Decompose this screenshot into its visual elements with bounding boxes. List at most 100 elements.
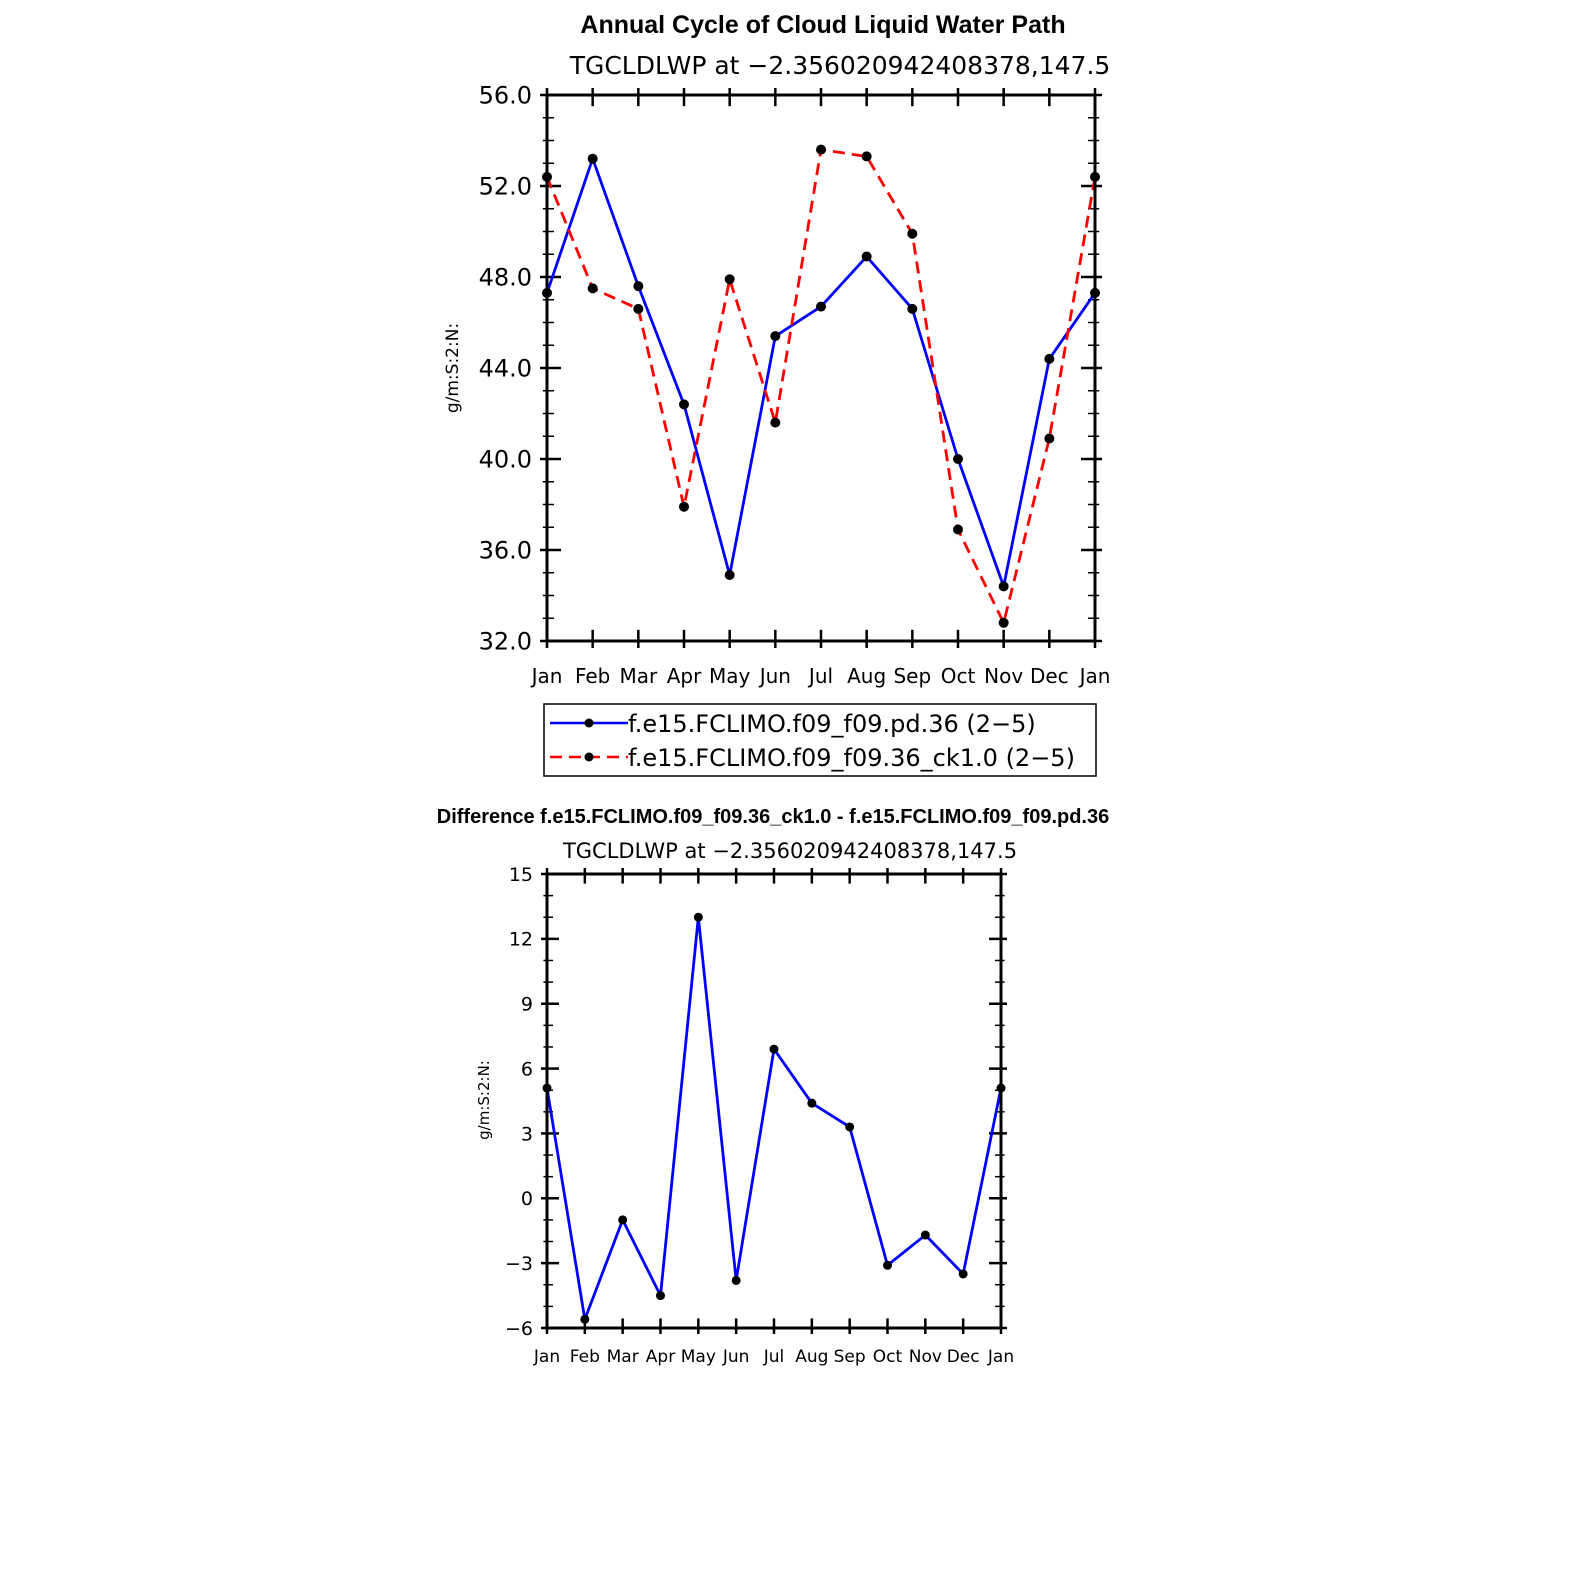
- series-line-0: [545, 157, 1097, 588]
- legend-label-blue: f.e15.FCLIMO.f09_f09.pd.36 (2−5): [628, 710, 1036, 738]
- y-tick-label: 32.0: [479, 628, 532, 656]
- series-0-point: [724, 570, 735, 581]
- series-0-point: [953, 454, 963, 464]
- legend-marker-blue: [584, 718, 594, 728]
- series-1-point: [1044, 433, 1055, 444]
- series-1-point: [953, 524, 963, 535]
- chart2-x-tick-labels: Jan Feb Mar Apr May Jun Jul Aug Sep Oct Nov Dec Jan: [533, 1347, 1014, 1367]
- chart2-y-axis-label: g/m:S:2:N:: [475, 1060, 493, 1140]
- y-tick-label: 44.0: [479, 355, 532, 383]
- y-tick-label: 48.0: [479, 264, 532, 292]
- series-line-1: [545, 148, 1097, 625]
- series-0-point: [580, 1314, 590, 1324]
- x-tick-label: Feb: [575, 664, 610, 688]
- x-tick-label: Sep: [893, 664, 931, 688]
- x-tick-label: May: [709, 664, 751, 688]
- y-tick-label: −3: [505, 1253, 533, 1275]
- series-1-point: [998, 617, 1009, 628]
- series-1-point: [633, 303, 644, 314]
- series-0-point: [920, 1230, 930, 1240]
- series-0-point: [816, 301, 826, 312]
- series-0-point: [770, 331, 781, 342]
- y-tick-label: 40.0: [479, 446, 532, 474]
- x-tick-label: Oct: [873, 1347, 903, 1367]
- x-tick-label: Jan: [530, 664, 563, 688]
- series-0-point: [861, 251, 872, 262]
- legend-label-red: f.e15.FCLIMO.f09_f09.36_ck1.0 (2−5): [628, 744, 1075, 772]
- y-tick-label: 3: [521, 1123, 533, 1145]
- chart1-y-tick-labels: 32.0 36.0 40.0 44.0 48.0 52.0 56.0: [479, 82, 532, 656]
- series-0-point: [845, 1122, 855, 1132]
- series-0-point: [769, 1044, 779, 1054]
- y-tick-label: 9: [521, 994, 533, 1016]
- x-tick-label: Jul: [763, 1347, 785, 1367]
- y-tick-label: 6: [521, 1058, 533, 1080]
- x-tick-label: Apr: [667, 664, 702, 688]
- series-0-point: [998, 581, 1009, 592]
- chart2-subtitle: TGCLDLWP at −2.356020942408378,147.5: [562, 839, 1017, 863]
- y-tick-label: 0: [521, 1188, 533, 1210]
- x-tick-label: Oct: [941, 664, 976, 688]
- x-tick-label: May: [681, 1347, 716, 1367]
- x-tick-label: Mar: [607, 1347, 639, 1367]
- y-tick-label: −6: [505, 1318, 533, 1340]
- annual-cycle-chart: Annual Cycle of Cloud Liquid Water Path …: [443, 11, 1111, 777]
- x-tick-label: Sep: [834, 1347, 866, 1367]
- chart1-frame: [545, 93, 1097, 643]
- series-0-point: [633, 281, 644, 292]
- x-tick-label: Dec: [947, 1347, 980, 1367]
- x-tick-label: Aug: [847, 664, 886, 688]
- chart1-title: Annual Cycle of Cloud Liquid Water Path: [580, 11, 1065, 39]
- series-0-point: [679, 399, 689, 410]
- x-tick-label: Jun: [722, 1347, 750, 1367]
- x-tick-label: Aug: [795, 1347, 828, 1367]
- x-tick-label: Jun: [758, 664, 791, 688]
- series-1-point: [679, 501, 689, 512]
- chart1-ticks: [540, 88, 1102, 648]
- series-1-point: [816, 144, 826, 155]
- chart2-y-tick-labels: −6 −3 0 3 6 9 12 15: [505, 864, 533, 1340]
- x-tick-label: Feb: [570, 1347, 600, 1367]
- series-1-point: [861, 151, 872, 162]
- y-tick-label: 36.0: [479, 537, 532, 565]
- x-tick-label: Apr: [646, 1347, 675, 1367]
- series-0-point: [587, 153, 598, 164]
- chart1-x-tick-labels: Jan Feb Mar Apr May Jun Jul Aug Sep Oct Nov Dec Jan: [530, 664, 1111, 688]
- chart1-series: [542, 144, 1100, 628]
- y-tick-label: 12: [509, 929, 533, 951]
- x-tick-label: Nov: [909, 1347, 942, 1367]
- series-0-point: [958, 1269, 968, 1279]
- chart1-subtitle: TGCLDLWP at −2.356020942408378,147.5: [569, 51, 1111, 80]
- series-1-point: [587, 283, 598, 294]
- x-tick-label: Jan: [533, 1347, 560, 1367]
- series-0-point: [807, 1098, 817, 1108]
- chart2-series: [542, 912, 1006, 1324]
- x-tick-label: Nov: [984, 664, 1023, 688]
- x-tick-label: Mar: [619, 664, 658, 688]
- chart2-frame: [545, 872, 1003, 1330]
- series-0-point: [731, 1275, 741, 1285]
- legend-box: [543, 703, 1097, 777]
- series-line-0: [545, 915, 1003, 1321]
- y-tick-label: 15: [509, 864, 533, 886]
- x-tick-label: Jan: [987, 1347, 1014, 1367]
- series-1-point: [907, 228, 918, 239]
- series-0-point: [907, 303, 918, 314]
- legend-marker-red: [584, 752, 594, 762]
- series-1-point: [724, 274, 735, 285]
- series-0-point: [618, 1215, 628, 1225]
- x-tick-label: Dec: [1030, 664, 1069, 688]
- difference-chart: Difference f.e15.FCLIMO.f09_f09.36_ck1.0…: [437, 806, 1109, 1367]
- y-tick-label: 56.0: [479, 82, 532, 110]
- y-tick-label: 52.0: [479, 173, 532, 201]
- x-tick-label: Jan: [1078, 664, 1111, 688]
- chart1-y-axis-label: g/m:S:2:N:: [443, 323, 463, 413]
- chart1-legend: f.e15.FCLIMO.f09_f09.pd.36 (2−5) f.e15.F…: [543, 703, 1097, 777]
- series-0-point: [693, 912, 703, 922]
- x-tick-label: Jul: [807, 664, 833, 688]
- chart2-title: Difference f.e15.FCLIMO.f09_f09.36_ck1.0…: [437, 806, 1109, 828]
- series-0-point: [1044, 353, 1055, 364]
- series-1-point: [770, 417, 781, 428]
- chart2-ticks: [541, 868, 1007, 1334]
